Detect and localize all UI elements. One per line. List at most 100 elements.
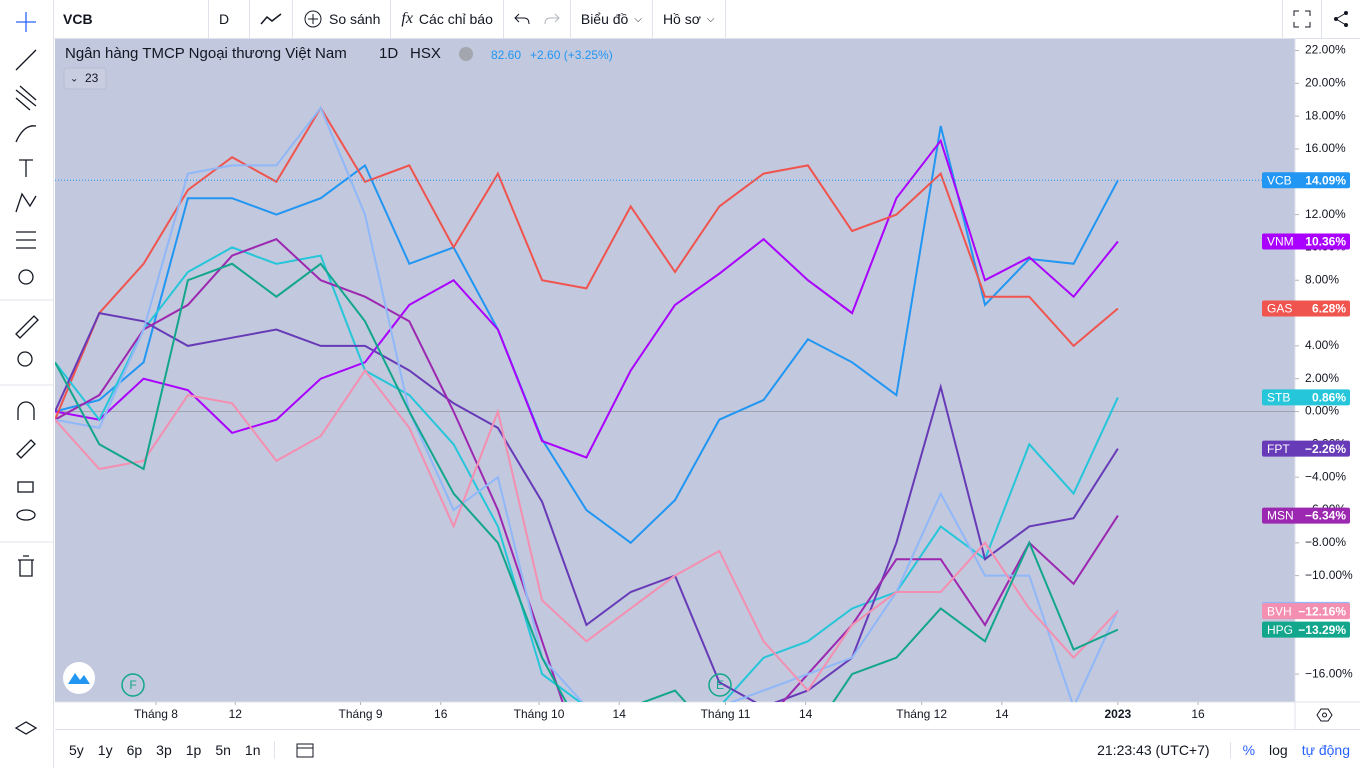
range-btn[interactable]: 3p [156,741,172,758]
y-tick-label: 20.00% [1305,75,1346,89]
clock: 21:23:43 (UTC+7) [1097,741,1210,758]
text-tool[interactable] [19,159,33,177]
badge-name: GAS [1267,302,1292,316]
x-tick-label: 14 [995,707,1009,721]
badge-name: STB [1267,391,1290,405]
icon [514,13,530,25]
zoom-tool[interactable] [17,351,33,367]
settings-icon[interactable] [1316,708,1333,722]
x-tick-label: Tháng 12 [896,707,947,721]
badge-bg [1262,507,1350,524]
chart-type-label: Biểu đồ [580,11,629,27]
badge-name: BVH [1267,604,1292,618]
badge-value: 14.09% [1305,173,1346,187]
interval[interactable]: D [209,0,250,38]
goto-date-btn[interactable] [274,740,325,759]
x-tick-label: Tháng 9 [339,707,383,721]
shapes-tool[interactable] [18,269,34,285]
percent-btn[interactable]: % [1229,741,1255,758]
chart-style-btn[interactable] [250,0,293,38]
range-btn[interactable]: 6p [126,741,143,758]
forecast-tool[interactable] [16,231,36,249]
badge-value: −13.29% [1298,623,1346,637]
range-btn[interactable]: 1p [185,741,202,758]
badge-bg [1262,621,1350,638]
fib-tool[interactable] [15,85,37,111]
trend-line-tool[interactable] [15,49,37,71]
hide-tool[interactable] [16,509,36,521]
profile-btn[interactable]: Hồ sơ ⌵ [653,0,726,38]
object-tree[interactable] [14,721,38,735]
symbol[interactable]: VCB [53,0,209,38]
range-btn[interactable]: 1n [244,741,261,758]
y-tick-label: −8.00% [1305,535,1346,549]
event-marker[interactable] [708,673,732,697]
icon [544,13,560,25]
series-badge: VCB 14.09% [1262,172,1350,189]
event-label: E [716,678,724,692]
event-label: F [129,678,136,692]
range-btn[interactable]: 1y [97,741,113,758]
chart-type-btn[interactable]: Biểu đồ ⌵ [571,0,653,38]
y-tick-label: −16.00% [1305,666,1353,680]
legend-price: 82.60 [491,48,521,62]
y-tick-label: 18.00% [1305,108,1346,122]
badge-bg [1262,300,1350,317]
icon: fx [401,10,413,27]
auto-btn[interactable]: tự động [1301,741,1350,758]
chart: 22.00%20.00%18.00%16.00%12.00%10.00%8.00… [55,39,1360,729]
series-line [55,311,1119,702]
log-btn[interactable]: log [1269,741,1288,758]
pattern-tool[interactable] [15,192,37,213]
icon [304,10,322,28]
badge-value: 0.86% [1312,391,1346,405]
series-toggle[interactable] [63,67,107,90]
legend-name: Ngân hàng TMCP Ngoại thương Việt Nam [65,45,347,62]
badge-bg [1262,440,1350,457]
range-btn[interactable]: 5n [215,741,231,758]
fullscreen-btn[interactable] [1282,0,1322,38]
profile-label: Hồ sơ [662,11,701,27]
compare-btn[interactable]: So sánh [293,0,392,38]
x-tick-label: Tháng 8 [134,707,178,721]
delete-tool[interactable] [18,555,34,577]
undo-redo[interactable] [504,0,571,38]
badge-value: −6.34% [1305,509,1346,523]
series-badge: VNM 10.36% [1262,233,1350,250]
x-tick-label: 14 [799,707,813,721]
y-tick-label: −4.00% [1305,469,1346,483]
series-badge: FPT −2.26% [1262,440,1350,457]
series-line [55,138,1119,459]
series-line [55,238,1119,702]
series-badge: HPG −13.29% [1262,621,1350,638]
brush-tool[interactable] [15,125,37,143]
plot-background [55,39,1295,702]
indicators-btn[interactable]: fx Các chỉ báo [391,0,504,38]
series-line [55,246,1119,702]
y-tick-label: 2.00% [1305,371,1339,385]
crosshair-tool[interactable] [16,12,36,32]
y-tick-label: −10.00% [1305,568,1353,582]
badge-value: 10.36% [1305,235,1346,249]
lock-tool[interactable] [17,481,34,493]
icon [1334,11,1348,27]
logo-mark [68,673,90,684]
logo [63,662,95,694]
y-tick-label: 8.00% [1305,272,1339,286]
range-btn[interactable]: 5y [69,741,84,758]
series-badge: BVH −12.16% [1262,603,1350,620]
x-tick-label: Tháng 10 [514,707,565,721]
magnet-tool[interactable] [17,401,35,420]
lock-draw-tool[interactable] [16,439,36,459]
x-tick-label: 12 [229,707,243,721]
badge-name: VNM [1267,235,1294,249]
series-line [55,105,1119,702]
badge-value: −12.16% [1298,604,1346,618]
icon [1293,10,1311,28]
series-badge: MSN −6.34% [1262,507,1350,524]
share-btn[interactable] [1322,0,1360,38]
ruler-tool[interactable] [15,315,39,339]
icon [260,13,282,25]
event-marker[interactable] [121,673,145,697]
